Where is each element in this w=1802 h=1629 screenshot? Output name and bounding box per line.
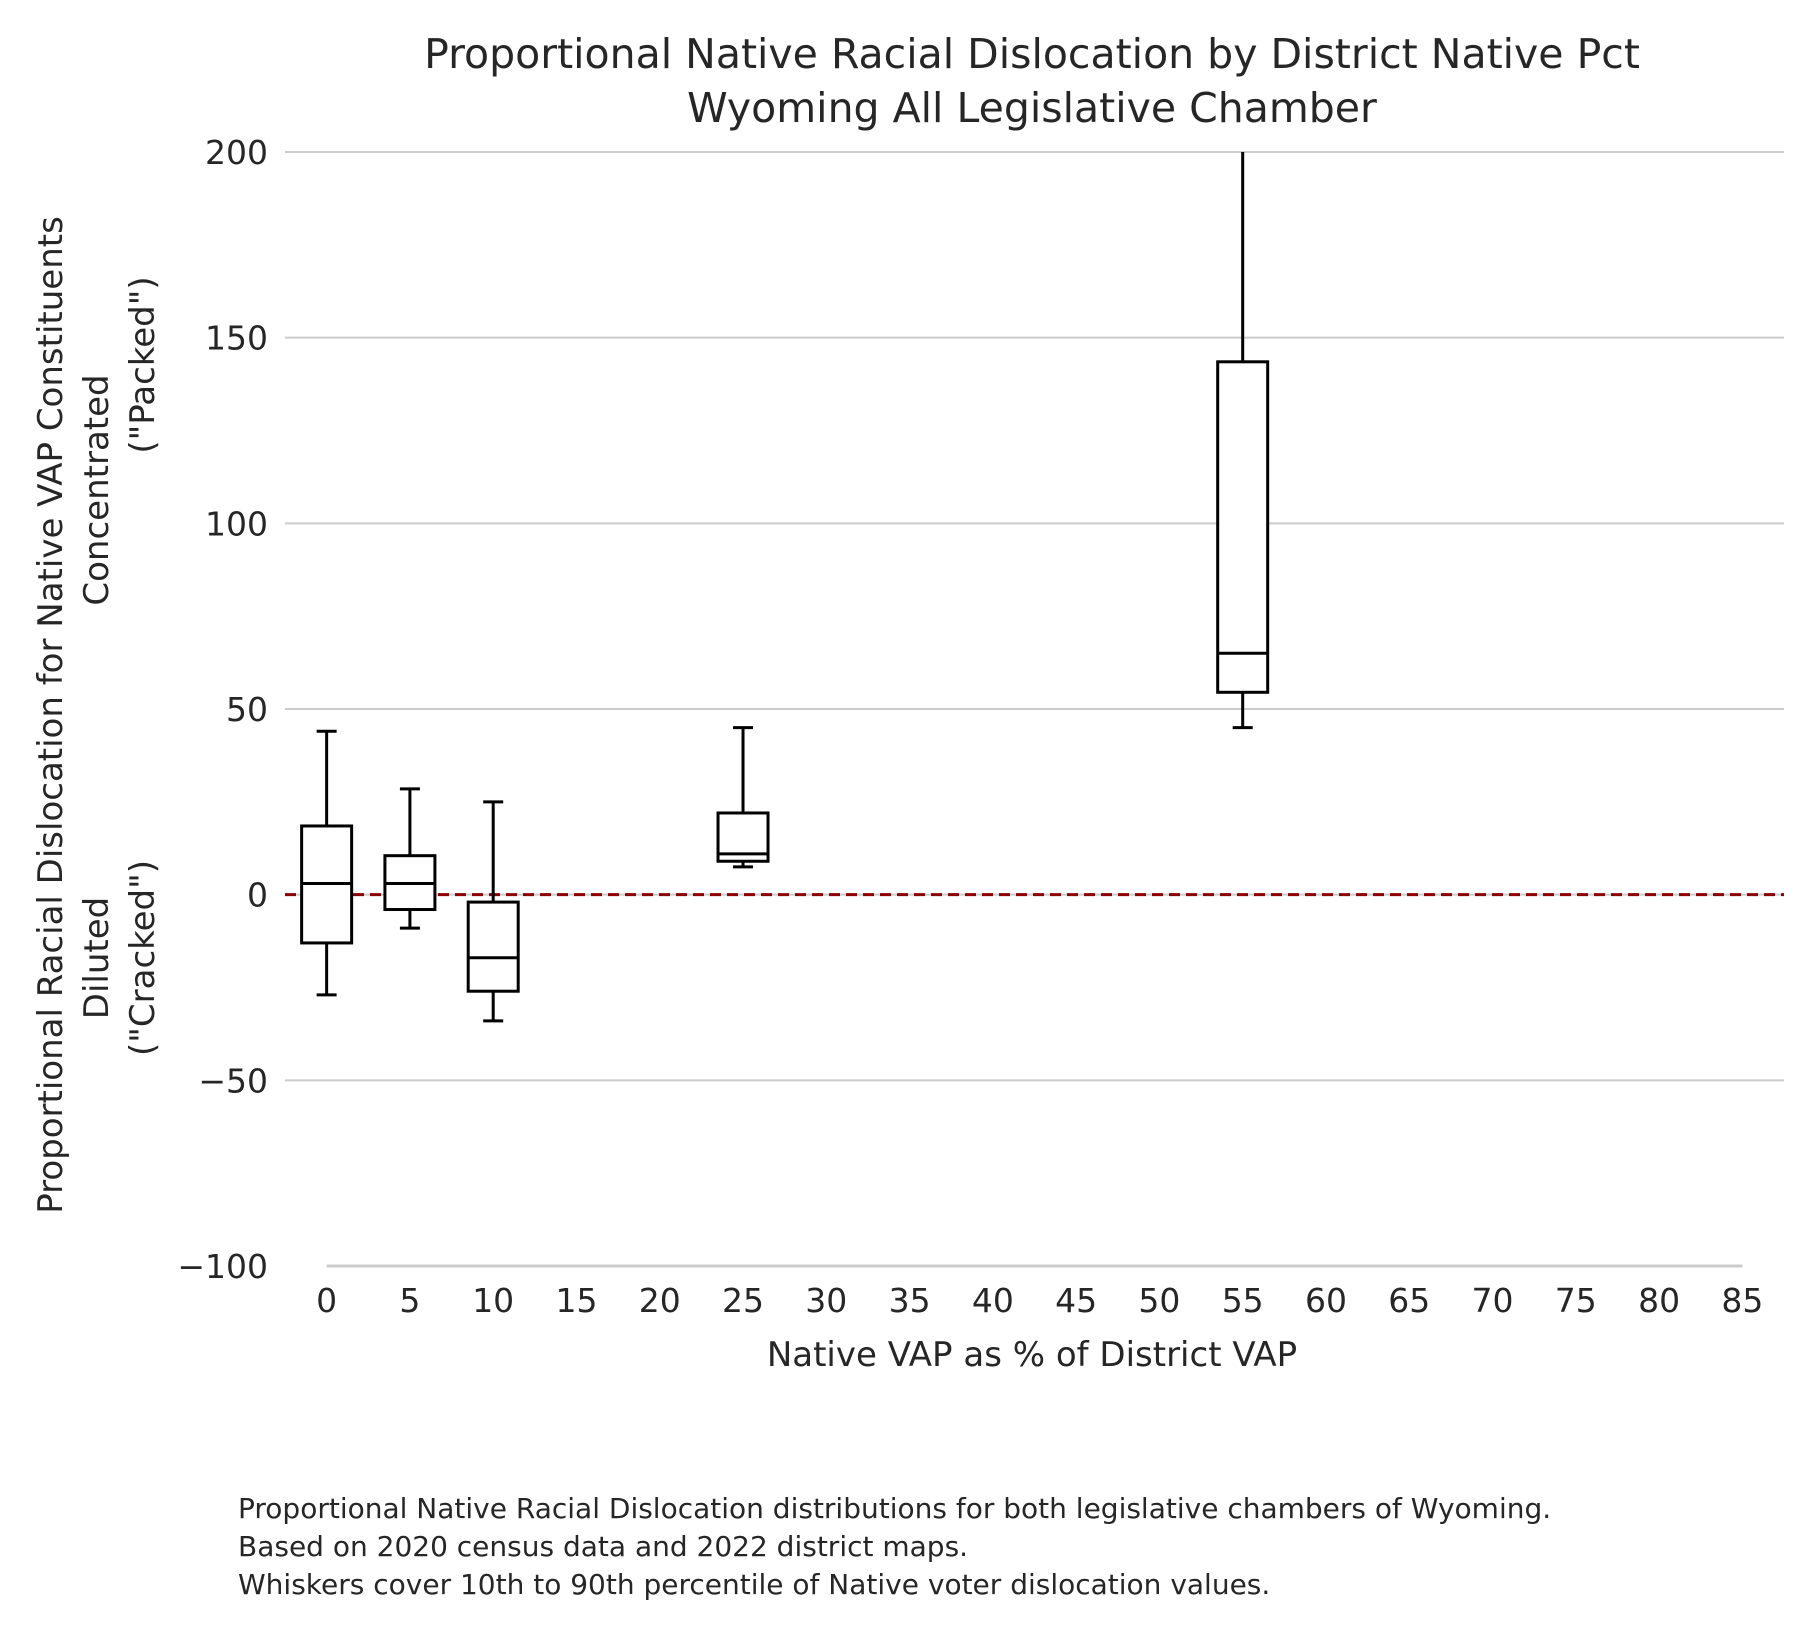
x-tick-label: 65 [1388, 1281, 1430, 1320]
chart-title-line-1: Proportional Native Racial Dislocation b… [424, 30, 1640, 78]
x-tick-label: 15 [555, 1281, 597, 1320]
x-tick-label: 40 [972, 1281, 1014, 1320]
y-tick-label: 50 [226, 690, 268, 729]
x-tick-label: 45 [1055, 1281, 1097, 1320]
caption-line-2: Based on 2020 census data and 2022 distr… [238, 1530, 969, 1563]
x-axis-label: Native VAP as % of District VAP [767, 1335, 1297, 1375]
y-axis-cracked-sublabel: ("Cracked") [123, 860, 163, 1056]
box-x-55 [1216, 152, 1270, 730]
x-tick-label: 70 [1472, 1281, 1514, 1320]
x-tick-label: 55 [1222, 1281, 1264, 1320]
y-tick-label: 100 [205, 504, 268, 543]
y-tick-label: 150 [205, 319, 268, 358]
x-tick-labels: 0 5 10 15 20 25 30 35 40 45 50 55 60 65 70 75 80 85 [316, 1281, 1763, 1320]
box-x-10 [466, 800, 520, 1023]
box-iqr [1216, 360, 1270, 694]
y-tick-label: −50 [198, 1061, 268, 1100]
y-axis-packed-label: Concentrated [77, 374, 117, 605]
caption-line-3: Whiskers cover 10th to 90th percentile o… [238, 1568, 1271, 1601]
x-tick-label: 35 [889, 1281, 931, 1320]
x-tick-label: 20 [639, 1281, 681, 1320]
box-series [300, 152, 1270, 1023]
y-tick-label: 0 [247, 876, 268, 915]
x-tick-label: 5 [399, 1281, 420, 1320]
chart-title-line-2: Wyoming All Legislative Chamber [687, 84, 1377, 132]
y-axis-packed-sublabel: ("Packed") [123, 276, 163, 453]
gridlines [285, 151, 1784, 1268]
x-tick-label: 85 [1721, 1281, 1763, 1320]
x-tick-label: 25 [722, 1281, 764, 1320]
x-tick-label: 80 [1638, 1281, 1680, 1320]
caption-line-1: Proportional Native Racial Dislocation d… [238, 1492, 1552, 1525]
x-tick-label: 75 [1555, 1281, 1597, 1320]
y-tick-label: −100 [177, 1247, 268, 1286]
box-x-0 [300, 729, 354, 997]
x-tick-label: 0 [316, 1281, 337, 1320]
y-axis-cracked-label: Diluted [77, 897, 117, 1019]
y-tick-label: 200 [205, 133, 268, 172]
box-x-5 [383, 787, 437, 930]
y-axis-label: Proportional Racial Dislocation for Nati… [31, 216, 71, 1214]
y-tick-labels: −100 −50 0 50 100 150 200 [177, 133, 268, 1286]
x-tick-label: 60 [1305, 1281, 1347, 1320]
x-tick-label: 30 [805, 1281, 847, 1320]
box-iqr [466, 900, 520, 993]
box-x-25 [716, 726, 770, 869]
x-tick-label: 10 [472, 1281, 514, 1320]
x-tick-label: 50 [1138, 1281, 1180, 1320]
chart-caption: Proportional Native Racial Dislocation d… [238, 1490, 1551, 1604]
